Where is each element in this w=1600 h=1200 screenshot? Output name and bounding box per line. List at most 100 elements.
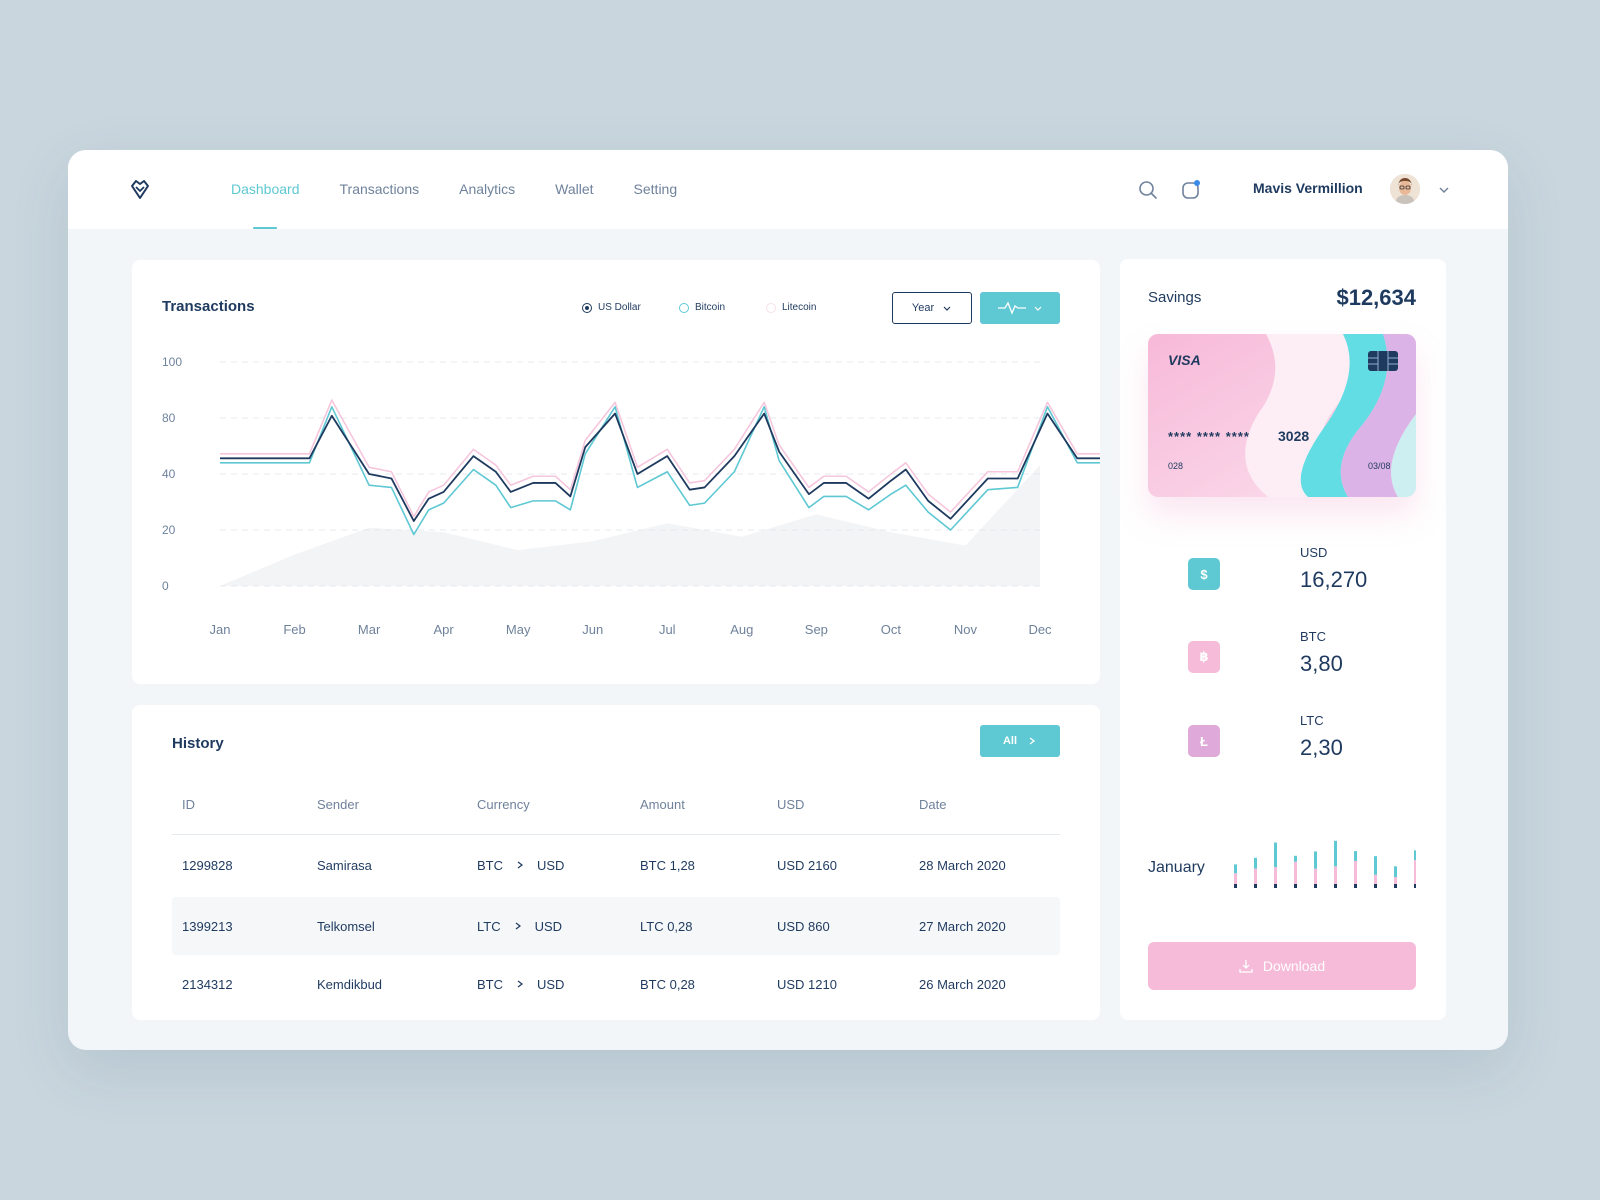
view-all-button[interactable]: All — [980, 725, 1060, 757]
download-button[interactable]: Download — [1148, 942, 1416, 990]
table-row[interactable]: 1399213 Telkomsel LTC USD LTC 0,28 USD 8… — [172, 897, 1060, 955]
table-header: ID Sender Currency Amount USD Date — [172, 775, 1060, 835]
mini-bar-base — [1274, 884, 1277, 888]
card-masked-digits: **** **** **** — [1168, 429, 1250, 444]
legend-us-dollar[interactable]: US Dollar — [582, 302, 641, 313]
nav-item-dashboard[interactable]: Dashboard — [231, 150, 300, 229]
x-tick-label: Sep — [805, 622, 828, 637]
x-tick-label: May — [506, 622, 531, 637]
coin-value-usd: 16,270 — [1300, 567, 1368, 592]
currency-from: BTC — [477, 976, 503, 992]
nav-item-analytics[interactable]: Analytics — [459, 181, 516, 197]
card-code: 028 — [1168, 461, 1184, 471]
savings-value: $12,634 — [1336, 285, 1416, 310]
mini-bar-pink — [1274, 867, 1277, 884]
mini-bar-teal — [1334, 840, 1337, 867]
coin-code-usd: USD — [1300, 545, 1328, 560]
coin-value-ltc: 2,30 — [1300, 735, 1343, 760]
ltc-coin-icon: Ł — [1188, 725, 1220, 757]
download-icon — [1239, 960, 1253, 973]
legend-bitcoin[interactable]: Bitcoin — [679, 302, 725, 313]
coin-code-btc: BTC — [1300, 629, 1326, 644]
chevron-down-icon[interactable] — [1438, 184, 1450, 196]
series-line-bitcoin — [220, 406, 1100, 536]
pulse-line-icon — [998, 301, 1026, 315]
x-tick-label: Dec — [1028, 622, 1052, 637]
currency-to: USD — [537, 857, 565, 873]
mini-bar-base — [1374, 884, 1377, 888]
nav-item-transactions[interactable]: Transactions — [339, 181, 420, 197]
period-label: Year — [911, 302, 935, 314]
notification-icon[interactable] — [1180, 179, 1202, 201]
mini-bar-pink — [1234, 873, 1237, 884]
coin-code-ltc: LTC — [1300, 713, 1324, 728]
row-sender: Samirasa — [317, 857, 372, 873]
chevron-right-icon — [517, 980, 523, 988]
user-name[interactable]: Mavis Vermillion — [1253, 180, 1363, 196]
btc-coin-icon: ฿ — [1188, 641, 1220, 673]
chevron-down-icon — [943, 306, 951, 311]
coin-value-btc: 3,80 — [1300, 651, 1343, 676]
card-brand: VISA — [1168, 352, 1201, 368]
x-tick-label: Jul — [659, 622, 676, 637]
row-currency: BTC USD — [477, 836, 564, 894]
column-header-id[interactable]: ID — [182, 797, 195, 812]
row-usd: USD 860 — [777, 918, 830, 934]
avatar-image-icon — [1390, 174, 1420, 204]
mini-bar-pink — [1294, 861, 1297, 884]
legend-litecoin[interactable]: Litecoin — [766, 302, 816, 313]
chart-type-dropdown[interactable] — [980, 292, 1060, 324]
y-tick-label: 80 — [162, 411, 176, 425]
transactions-panel: Transactions US Dollar Bitcoin Litecoin … — [132, 260, 1100, 684]
x-tick-label: Nov — [954, 622, 978, 637]
app-logo-icon[interactable] — [128, 178, 152, 202]
history-title: History — [172, 735, 224, 752]
mini-bar-pink — [1354, 860, 1357, 884]
column-header-sender[interactable]: Sender — [317, 797, 359, 812]
mini-bar-base — [1394, 884, 1397, 888]
currency-to: USD — [534, 918, 563, 934]
savings-panel: Savings $12,634 VISA * — [1120, 259, 1446, 1020]
card-expiry: 03/08 — [1368, 461, 1391, 471]
row-amount: BTC 1,28 — [640, 857, 695, 873]
mini-bar-teal — [1374, 856, 1377, 875]
legend-label: Bitcoin — [695, 302, 726, 313]
x-tick-label: Feb — [283, 622, 305, 637]
month-label[interactable]: January — [1148, 859, 1205, 876]
period-dropdown[interactable]: Year — [892, 292, 972, 324]
row-amount: BTC 0,28 — [640, 976, 695, 992]
column-header-amount[interactable]: Amount — [640, 797, 685, 812]
search-icon[interactable] — [1137, 179, 1159, 201]
mini-bar-base — [1234, 884, 1237, 888]
table-row[interactable]: 1299828 Samirasa BTC USD BTC 1,28 USD 21… — [172, 836, 1060, 894]
row-currency: LTC USD — [477, 897, 562, 955]
view-all-label: All — [1002, 735, 1018, 747]
row-id: 1299828 — [182, 857, 233, 873]
y-tick-label: 100 — [162, 355, 182, 369]
column-header-usd[interactable]: USD — [777, 797, 805, 812]
mini-bar-base — [1354, 884, 1357, 888]
x-tick-label: Apr — [434, 622, 455, 637]
nav-item-wallet[interactable]: Wallet — [555, 181, 594, 197]
legend-label: US Dollar — [598, 302, 641, 313]
history-panel: History All ID Sender Currency Amount US… — [132, 705, 1100, 1020]
avatar[interactable] — [1390, 174, 1420, 204]
nav-item-setting[interactable]: Setting — [633, 181, 678, 197]
chevron-right-icon — [517, 861, 523, 869]
credit-card[interactable]: VISA **** **** **** 3028 028 03/08 — [1148, 334, 1416, 497]
series-line-us-dollar — [220, 412, 1100, 522]
row-usd: USD 2160 — [777, 857, 837, 873]
column-header-currency[interactable]: Currency — [477, 797, 530, 812]
x-tick-label: Jan — [210, 622, 231, 637]
row-usd: USD 1210 — [777, 976, 837, 992]
table-row[interactable]: 2134312 Kemdikbud BTC USD BTC 0,28 USD 1… — [172, 955, 1060, 1013]
mini-bar-teal — [1314, 851, 1317, 869]
mini-bar-base — [1334, 884, 1337, 888]
radio-icon — [766, 302, 776, 313]
legend-label: Litecoin — [782, 302, 817, 313]
column-header-date[interactable]: Date — [919, 797, 947, 812]
chart-background-area — [220, 465, 1040, 586]
mini-bar-pink — [1334, 866, 1337, 884]
radio-icon — [679, 302, 689, 313]
chevron-down-icon — [1034, 306, 1042, 311]
